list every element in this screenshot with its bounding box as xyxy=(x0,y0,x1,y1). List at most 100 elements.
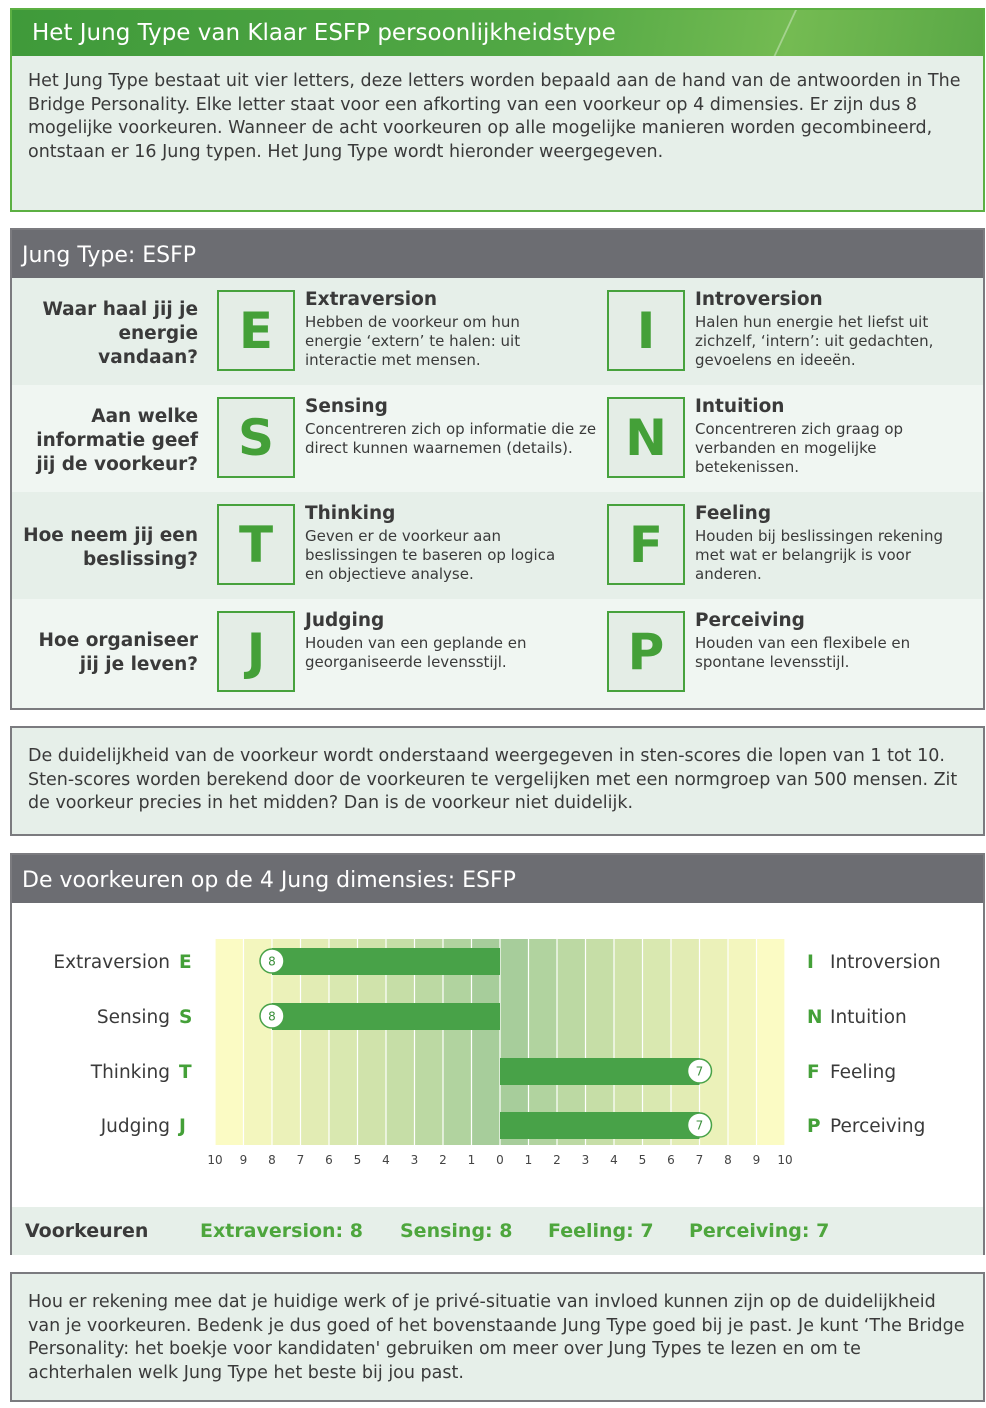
score-bar xyxy=(272,948,500,975)
pref-name: Perceiving xyxy=(695,610,805,631)
dimensions-title: De voorkeuren op de 4 Jung dimensies: ES… xyxy=(12,855,983,903)
note-panel: Hou er rekening mee dat je huidige werk … xyxy=(10,1272,985,1402)
score-bar xyxy=(500,1112,700,1139)
score-badge xyxy=(259,948,285,974)
jung-row-organise: Hoe organiseer jij je leven? J Judging H… xyxy=(12,599,983,708)
x-tick-label: 5 xyxy=(354,1153,362,1167)
pref-name: Intuition xyxy=(695,396,785,417)
x-tick-label: 9 xyxy=(240,1153,248,1167)
preference-item: Sensing: 8 xyxy=(400,1220,513,1242)
intro-panel: Het Jung Type van Klaar ESFP persoonlijk… xyxy=(10,8,985,212)
preferences-summary: Voorkeuren Extraversion: 8 Sensing: 8 Fe… xyxy=(12,1207,983,1255)
x-tick-label: 10 xyxy=(207,1153,222,1167)
pref-desc: Houden van een flexibele en spontane lev… xyxy=(695,634,911,671)
preference-item: Feeling: 7 xyxy=(548,1220,654,1242)
letter-box-i: I xyxy=(607,290,685,371)
right-pole-label: Perceiving xyxy=(830,1116,925,1137)
band xyxy=(728,939,757,1145)
pref-name: Introversion xyxy=(695,289,823,310)
jung-type-title: Jung Type: ESFP xyxy=(12,230,983,278)
letter-box-p: P xyxy=(607,611,685,692)
pref-desc: Halen hun energie het liefst uit zichzel… xyxy=(695,313,934,369)
jung-type-panel: Jung Type: ESFP Waar haal jij je energie… xyxy=(10,228,985,710)
jung-question: Waar haal jij je energie vandaan? xyxy=(42,299,198,368)
left-pole-letter: J xyxy=(177,1116,186,1137)
right-pole-label: Introversion xyxy=(830,952,941,973)
note-text: Hou er rekening mee dat je huidige werk … xyxy=(28,1292,965,1383)
x-tick-label: 1 xyxy=(468,1153,476,1167)
x-tick-label: 5 xyxy=(639,1153,647,1167)
x-tick-label: 1 xyxy=(525,1153,533,1167)
sten-explanation-panel: De duidelijkheid van de voorkeur wordt o… xyxy=(10,726,985,836)
sten-text: De duidelijkheid van de voorkeur wordt o… xyxy=(28,746,958,813)
right-pole-letter: P xyxy=(807,1116,821,1137)
score-value: 7 xyxy=(696,1065,704,1079)
pref-desc: Houden van een geplande en georganiseerd… xyxy=(305,634,527,671)
left-pole-label: Judging xyxy=(100,1116,170,1137)
letter-box-e: E xyxy=(217,290,295,371)
left-pole-label: Sensing xyxy=(97,1007,170,1028)
band xyxy=(642,939,671,1145)
band xyxy=(756,939,785,1145)
left-pole-label: Thinking xyxy=(90,1062,170,1083)
x-tick-label: 8 xyxy=(268,1153,276,1167)
jung-row-energy: Waar haal jij je energie vandaan? E Extr… xyxy=(12,278,983,385)
band xyxy=(243,939,272,1145)
x-tick-label: 0 xyxy=(496,1153,504,1167)
jung-question: Hoe organiseer jij je leven? xyxy=(38,630,198,675)
score-bar xyxy=(272,1003,500,1030)
left-pole-label: Extraversion xyxy=(53,952,170,973)
preference-item: Perceiving: 7 xyxy=(689,1220,830,1242)
x-tick-label: 7 xyxy=(696,1153,704,1167)
letter-box-n: N xyxy=(607,397,685,478)
pref-desc: Concentreren zich graag op verbanden en … xyxy=(695,420,904,476)
letter-box-f: F xyxy=(607,504,685,585)
letter-box-t: T xyxy=(217,504,295,585)
band xyxy=(215,939,244,1145)
band xyxy=(699,939,728,1145)
jung-row-decision: Hoe neem jij een beslissing? T Thinking … xyxy=(12,492,983,599)
preferences-label: Voorkeuren xyxy=(25,1220,149,1242)
intro-title: Het Jung Type van Klaar ESFP persoonlijk… xyxy=(12,10,983,56)
score-bar xyxy=(500,1058,700,1085)
score-badge xyxy=(259,1003,285,1029)
pref-name: Judging xyxy=(305,610,385,631)
x-tick-label: 6 xyxy=(325,1153,333,1167)
x-tick-label: 8 xyxy=(724,1153,732,1167)
band xyxy=(528,939,557,1145)
score-value: 8 xyxy=(268,955,276,969)
jung-row-information: Aan welke informatie geef jij de voorkeu… xyxy=(12,385,983,492)
score-badge xyxy=(686,1112,713,1138)
x-tick-label: 2 xyxy=(439,1153,447,1167)
pref-name: Thinking xyxy=(305,503,396,524)
band xyxy=(585,939,614,1145)
x-tick-label: 3 xyxy=(582,1153,590,1167)
pref-desc: Houden bij beslissingen rekening met wat… xyxy=(695,527,943,583)
x-tick-label: 4 xyxy=(382,1153,390,1167)
score-badge xyxy=(686,1058,713,1084)
x-tick-label: 6 xyxy=(667,1153,675,1167)
letter-box-s: S xyxy=(217,397,295,478)
left-pole-letter: E xyxy=(179,952,192,973)
preference-item: Extraversion: 8 xyxy=(200,1220,363,1242)
pref-desc: Geven er de voorkeur aan beslissingen te… xyxy=(305,527,556,583)
letter-box-j: J xyxy=(217,611,295,692)
x-tick-label: 2 xyxy=(553,1153,561,1167)
right-pole-letter: F xyxy=(807,1062,820,1083)
right-pole-label: Feeling xyxy=(830,1062,896,1083)
pref-name: Extraversion xyxy=(305,289,437,310)
band xyxy=(500,939,529,1145)
x-tick-label: 7 xyxy=(297,1153,305,1167)
pref-name: Sensing xyxy=(305,396,388,417)
x-tick-label: 9 xyxy=(753,1153,761,1167)
left-pole-letter: S xyxy=(179,1007,192,1028)
score-value: 8 xyxy=(268,1010,276,1024)
band xyxy=(557,939,586,1145)
x-tick-label: 3 xyxy=(411,1153,419,1167)
x-tick-label: 10 xyxy=(777,1153,792,1167)
band xyxy=(671,939,700,1145)
left-pole-letter: T xyxy=(179,1062,192,1083)
band xyxy=(614,939,643,1145)
intro-text: Het Jung Type bestaat uit vier letters, … xyxy=(28,71,961,162)
